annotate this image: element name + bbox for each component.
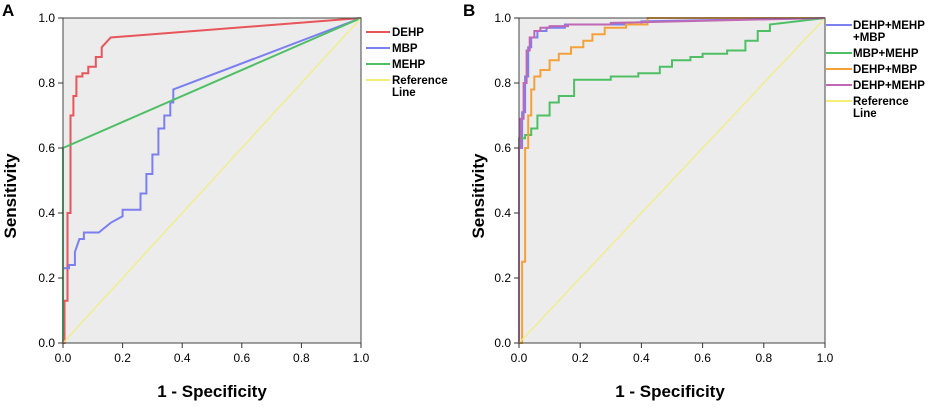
- legend-label: MEHP: [392, 59, 426, 71]
- x-tick-label: 1.0: [817, 351, 834, 365]
- legend-label-line: Line: [853, 108, 877, 120]
- legend-label: DEHP+MEHP: [853, 80, 925, 92]
- plot-frame: [62, 17, 362, 344]
- series-line-dehp-mbp: [519, 17, 825, 344]
- legend: DEHP MBP MEHP Reference Line: [366, 27, 448, 99]
- legend-label: Reference Line: [392, 75, 448, 99]
- y-tick-label: 0.0: [38, 336, 55, 350]
- legend-item-dehp-mbp: DEHP+MBP: [826, 64, 918, 76]
- x-tick-label: 0.0: [511, 351, 528, 365]
- y-tick-label: 0.6: [494, 141, 511, 155]
- legend-label-line: DEHP+MEHP: [853, 20, 925, 32]
- x-tick-label: 0.0: [55, 351, 72, 365]
- x-tick-label: 0.8: [293, 351, 310, 365]
- legend-label-line: DEHP: [392, 27, 424, 39]
- legend-item-dehp-mehp-mbp: DEHP+MEHP +MBP: [826, 20, 925, 44]
- legend-label-line: MEHP: [392, 59, 426, 71]
- y-tick-label: 0.8: [494, 76, 511, 90]
- legend: DEHP+MEHP +MBPMBP+MEHPDEHP+MBPDEHP+MEHPRe…: [826, 20, 925, 120]
- panel-label: A: [2, 1, 14, 20]
- series-line-dehp-mehp: [518, 17, 826, 343]
- legend-label: DEHP+MEHP +MBP: [853, 20, 925, 44]
- plot-frame: [518, 17, 826, 344]
- y-tick-label: 0.4: [38, 206, 55, 220]
- legend-label-line: Reference: [392, 75, 448, 87]
- legend-item-dehp-mehp: DEHP+MEHP: [826, 80, 925, 92]
- y-axis-title: Sensitivity: [469, 153, 488, 239]
- legend-label-line: MBP: [392, 43, 418, 55]
- x-axis-title: 1 - Specificity: [157, 382, 267, 401]
- legend-item-mehp: MEHP: [366, 59, 426, 71]
- y-tick-label: 1.0: [494, 11, 511, 25]
- series-line-mbp-mehp: [518, 17, 826, 343]
- panel-b: B 0.0 0.2 0.4 0.6 0.8 1.0 0.0 0.2 0.4 0.6 0.8 1.0 Sen…: [463, 1, 925, 401]
- series-line-reference-line: [518, 17, 826, 344]
- legend-label-line: Reference: [853, 96, 909, 108]
- series-line-reference-line: [62, 17, 362, 344]
- legend-item-reference-line: Reference Line: [366, 75, 448, 99]
- x-tick-label: 0.6: [233, 351, 250, 365]
- x-tick-label: 0.8: [755, 351, 772, 365]
- y-tick-label: 0.6: [38, 141, 55, 155]
- y-tick-label: 0.8: [38, 76, 55, 90]
- y-tick-label: 0.4: [494, 206, 511, 220]
- y-axis-title: Sensitivity: [1, 153, 20, 239]
- legend-label-line: DEHP+MEHP: [853, 80, 925, 92]
- series-line-mbp: [63, 17, 362, 270]
- legend-item-mbp-mehp: MBP+MEHP: [826, 48, 919, 60]
- legend-label: MBP: [392, 43, 418, 55]
- legend-item-mbp: MBP: [366, 43, 418, 55]
- legend-label: DEHP: [392, 27, 424, 39]
- x-axis-title: 1 - Specificity: [615, 382, 725, 401]
- x-tick-label: 0.4: [174, 351, 191, 365]
- legend-label-line: Line: [392, 87, 416, 99]
- panel-a: A 0.0 0.2 0.4 0.6 0.8 1.0 0.0 0.2 0.4 0.6 0.8 1.0 Sen…: [1, 1, 448, 401]
- y-tick-label: 1.0: [38, 11, 55, 25]
- y-tick-label: 0.0: [494, 336, 511, 350]
- series-line-dehp: [63, 17, 362, 344]
- legend-item-dehp: DEHP: [366, 27, 424, 39]
- legend-label-line: +MBP: [853, 32, 886, 44]
- legend-label-line: DEHP+MBP: [853, 64, 918, 76]
- x-tick-label: 0.6: [694, 351, 711, 365]
- legend-label: MBP+MEHP: [853, 48, 919, 60]
- x-tick-label: 0.2: [572, 351, 589, 365]
- x-tick-label: 0.4: [633, 351, 650, 365]
- legend-label-line: MBP+MEHP: [853, 48, 919, 60]
- panel-label: B: [463, 1, 475, 20]
- x-tick-label: 0.2: [114, 351, 131, 365]
- x-tick-label: 1.0: [353, 351, 370, 365]
- y-tick-label: 0.2: [494, 271, 511, 285]
- y-tick-label: 0.2: [38, 271, 55, 285]
- legend-label: Reference Line: [853, 96, 909, 120]
- legend-item-reference-line: Reference Line: [826, 96, 909, 120]
- legend-label: DEHP+MBP: [853, 64, 918, 76]
